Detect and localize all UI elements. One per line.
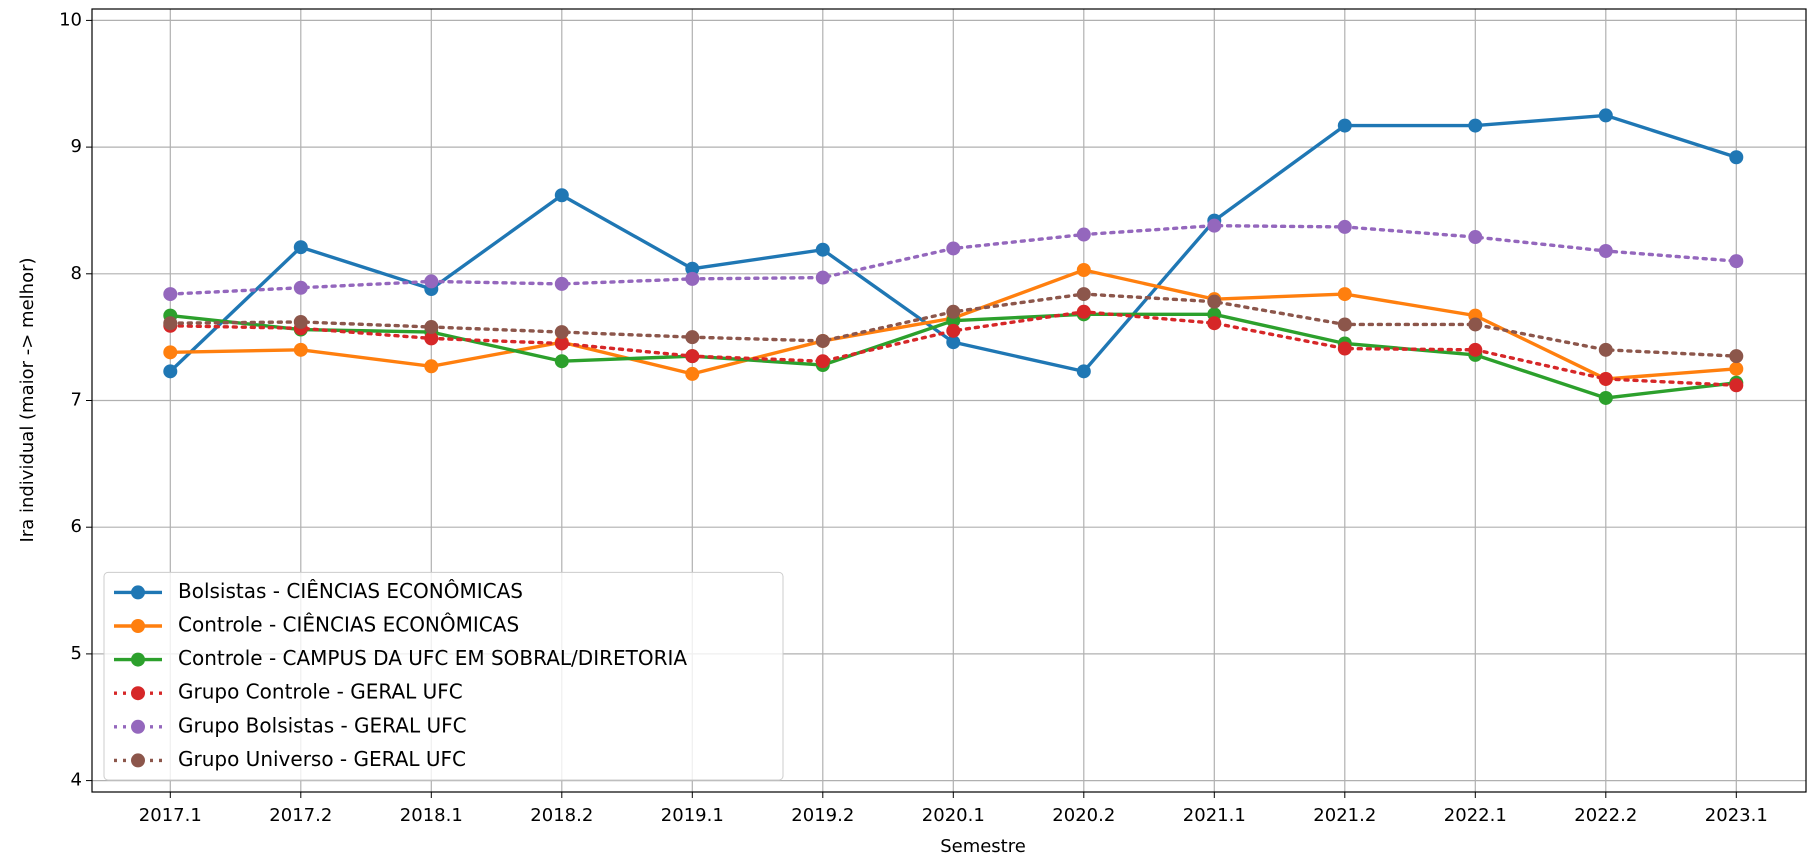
- legend-label: Controle - CIÊNCIAS ECONÔMICAS: [178, 613, 519, 637]
- x-tick-label: 2021.2: [1313, 805, 1376, 826]
- legend-marker: [131, 652, 145, 667]
- legend-label: Bolsistas - CIÊNCIAS ECONÔMICAS: [178, 579, 523, 603]
- point: [1337, 341, 1352, 356]
- point: [1598, 371, 1613, 386]
- point: [1076, 263, 1091, 277]
- point: [685, 271, 700, 286]
- point: [1598, 108, 1613, 123]
- legend-label: Grupo Controle - GERAL UFC: [178, 680, 463, 704]
- point: [1468, 118, 1483, 133]
- point: [946, 323, 961, 338]
- point: [946, 241, 961, 256]
- x-tick-label: 2023.1: [1705, 805, 1768, 826]
- x-tick-label: 2019.2: [791, 805, 854, 826]
- x-tick-label: 2021.1: [1183, 805, 1246, 826]
- point: [293, 240, 308, 255]
- point: [1076, 227, 1091, 242]
- legend: Bolsistas - CIÊNCIAS ECONÔMICAS Controle …: [103, 571, 784, 781]
- point: [1598, 243, 1613, 258]
- point: [1598, 342, 1613, 357]
- x-tick-label: 2020.2: [1052, 805, 1115, 826]
- point: [1729, 378, 1744, 393]
- x-tick-label: 2019.1: [661, 805, 724, 826]
- point: [946, 335, 961, 350]
- legend-marker: [131, 719, 145, 734]
- legend-label: Grupo Bolsistas - GERAL UFC: [178, 713, 467, 737]
- point: [1729, 254, 1744, 269]
- point: [685, 261, 700, 276]
- y-tick-label: 5: [71, 643, 82, 664]
- x-tick-label: 2022.2: [1574, 805, 1637, 826]
- point: [1337, 287, 1352, 302]
- point: [424, 359, 439, 374]
- point: [815, 270, 830, 285]
- point: [1468, 317, 1483, 332]
- point: [1729, 361, 1744, 376]
- point: [1207, 294, 1222, 309]
- point: [1337, 118, 1352, 133]
- legend-marker: [131, 686, 145, 701]
- point: [815, 354, 830, 369]
- legend-marker: [131, 619, 145, 633]
- legend-marker: [131, 585, 145, 600]
- point: [554, 336, 569, 351]
- point: [163, 316, 178, 331]
- point: [1207, 218, 1222, 233]
- point: [424, 274, 439, 289]
- legend-label: Grupo Universo - GERAL UFC: [178, 747, 466, 771]
- y-tick-label: 7: [71, 390, 82, 411]
- y-tick-label: 10: [59, 9, 82, 30]
- x-tick-label: 2017.2: [269, 805, 332, 826]
- point: [424, 331, 439, 346]
- x-tick-label: 2020.1: [922, 805, 985, 826]
- x-tick-label: 2022.1: [1444, 805, 1507, 826]
- point: [1598, 390, 1613, 405]
- point: [1337, 317, 1352, 332]
- point: [424, 320, 439, 335]
- legend-marker: [131, 753, 145, 768]
- point: [293, 342, 308, 357]
- point: [293, 280, 308, 295]
- point: [685, 330, 700, 345]
- x-tick-label: 2018.1: [400, 805, 463, 826]
- legend-label: Controle - CAMPUS DA UFC EM SOBRAL/DIRET…: [178, 646, 687, 670]
- point: [554, 276, 569, 291]
- legend-box: [103, 571, 784, 781]
- y-tick-label: 9: [71, 136, 82, 157]
- point: [685, 349, 700, 364]
- plot-frame: [91, 8, 1807, 793]
- point: [554, 325, 569, 340]
- point: [554, 188, 569, 203]
- point: [163, 364, 178, 379]
- y-tick-label: 6: [71, 516, 82, 537]
- point: [815, 242, 830, 257]
- y-axis-label: Ira individual (maior -> melhor): [17, 257, 38, 542]
- point: [815, 333, 830, 348]
- point: [1468, 230, 1483, 245]
- x-axis-label: Semestre: [940, 836, 1026, 857]
- y-tick-label: 8: [71, 263, 82, 284]
- point: [1076, 364, 1091, 379]
- point: [1468, 342, 1483, 357]
- point: [163, 287, 178, 302]
- point: [685, 366, 700, 381]
- x-tick-label: 2017.1: [139, 805, 202, 826]
- point: [1729, 349, 1744, 364]
- x-tick-label: 2018.2: [530, 805, 593, 826]
- y-tick-label: 4: [71, 770, 82, 791]
- point: [1076, 287, 1091, 302]
- point: [946, 304, 961, 319]
- point: [293, 314, 308, 329]
- point: [1076, 304, 1091, 319]
- point: [1337, 219, 1352, 234]
- point: [1729, 150, 1744, 165]
- point: [1207, 316, 1222, 331]
- point: [554, 354, 569, 369]
- point: [163, 345, 178, 360]
